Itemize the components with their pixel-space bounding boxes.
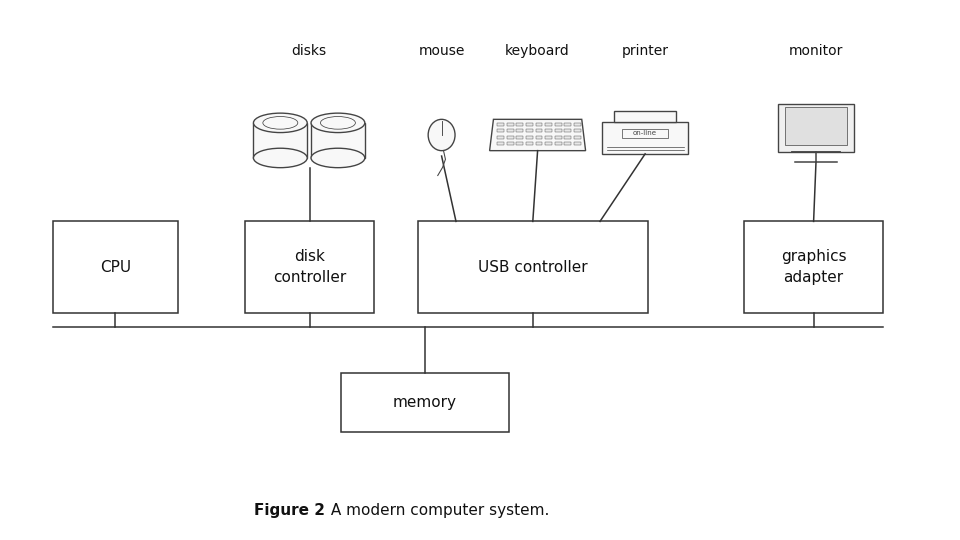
Text: memory: memory: [393, 395, 457, 410]
Polygon shape: [490, 119, 586, 151]
Text: A modern computer system.: A modern computer system.: [326, 503, 550, 518]
Bar: [614, 111, 677, 122]
Bar: [516, 129, 523, 132]
Text: disks: disks: [292, 44, 326, 58]
Ellipse shape: [311, 113, 365, 133]
Bar: [555, 123, 562, 126]
Bar: [526, 142, 533, 145]
Bar: [526, 136, 533, 139]
Text: Figure 2: Figure 2: [254, 503, 325, 518]
Bar: [602, 122, 688, 154]
Text: printer: printer: [622, 44, 668, 58]
Bar: [574, 123, 581, 126]
Text: graphics
adapter: graphics adapter: [780, 249, 847, 285]
Bar: [536, 136, 542, 139]
Bar: [545, 142, 552, 145]
Text: on-line: on-line: [634, 130, 657, 137]
Text: CPU: CPU: [100, 260, 131, 275]
Bar: [497, 129, 504, 132]
Bar: [564, 129, 571, 132]
Bar: [516, 136, 523, 139]
Bar: [507, 123, 514, 126]
Bar: [564, 136, 571, 139]
Bar: [564, 142, 571, 145]
Bar: [497, 142, 504, 145]
Bar: [536, 123, 542, 126]
Ellipse shape: [321, 117, 355, 129]
Bar: [564, 123, 571, 126]
Bar: [526, 129, 533, 132]
Text: USB controller: USB controller: [478, 260, 588, 275]
Bar: [555, 142, 562, 145]
Bar: [574, 142, 581, 145]
Text: disk
controller: disk controller: [273, 249, 347, 285]
Bar: [744, 221, 883, 313]
Bar: [507, 129, 514, 132]
Bar: [555, 136, 562, 139]
Bar: [574, 129, 581, 132]
Bar: [536, 129, 542, 132]
Ellipse shape: [428, 119, 455, 151]
Bar: [507, 136, 514, 139]
Bar: [516, 123, 523, 126]
Bar: [497, 123, 504, 126]
Bar: [311, 123, 365, 158]
Bar: [507, 142, 514, 145]
Bar: [497, 136, 504, 139]
Ellipse shape: [311, 148, 365, 167]
Ellipse shape: [263, 117, 298, 129]
Bar: [536, 142, 542, 145]
Ellipse shape: [253, 113, 307, 133]
Bar: [253, 123, 307, 158]
Bar: [622, 129, 668, 138]
Bar: [516, 142, 523, 145]
Bar: [418, 221, 648, 313]
Bar: [245, 221, 374, 313]
Bar: [545, 136, 552, 139]
Bar: [53, 221, 178, 313]
Bar: [784, 107, 848, 145]
Ellipse shape: [253, 148, 307, 167]
Bar: [574, 136, 581, 139]
Bar: [526, 123, 533, 126]
Bar: [555, 129, 562, 132]
Bar: [545, 129, 552, 132]
Bar: [778, 104, 854, 152]
Text: keyboard: keyboard: [505, 44, 570, 58]
Text: monitor: monitor: [789, 44, 843, 58]
Bar: [341, 373, 509, 432]
Bar: [545, 123, 552, 126]
Text: mouse: mouse: [419, 44, 465, 58]
